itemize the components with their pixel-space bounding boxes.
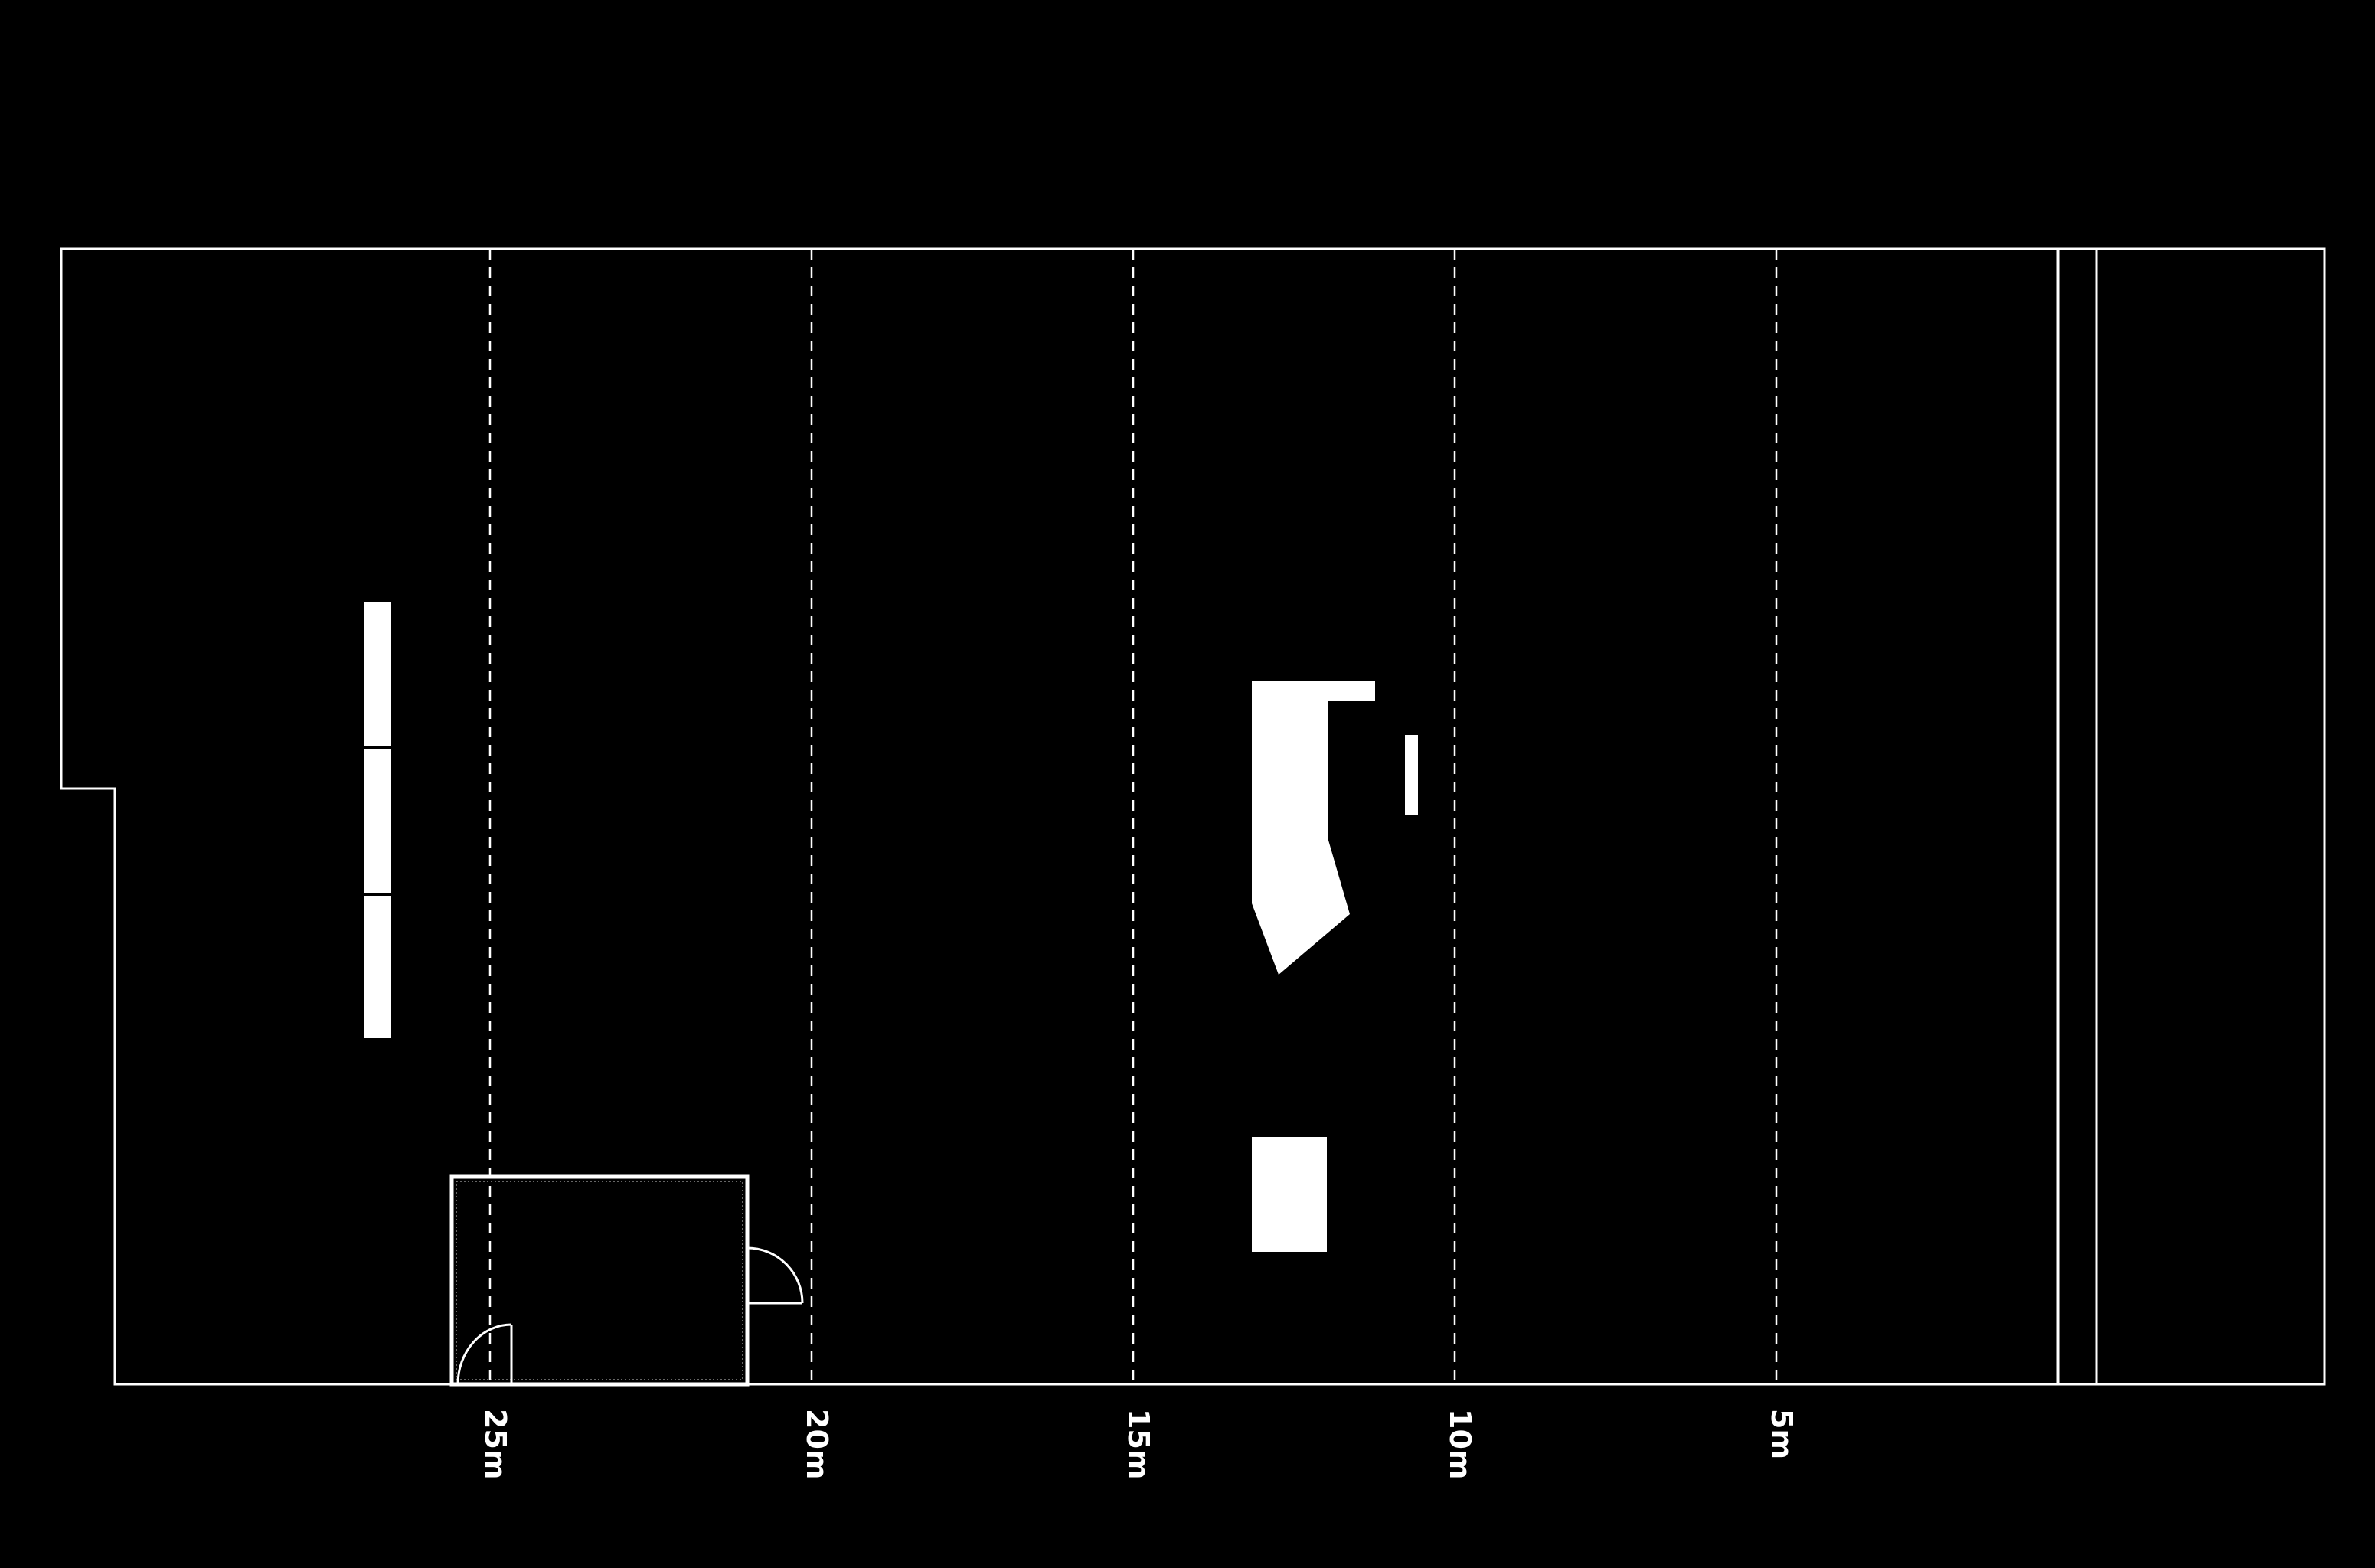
- distance-label-20m: 20m: [800, 1409, 834, 1479]
- distance-labels: 25m 20m 15m 10m 5m: [479, 1409, 1798, 1479]
- counter-desk: [1252, 681, 1375, 975]
- storage-block: [1252, 1137, 1327, 1252]
- small-room: [449, 1174, 750, 1387]
- counter-post: [1405, 735, 1418, 815]
- distance-label-5m: 5m: [1765, 1409, 1798, 1459]
- distance-label-15m: 15m: [1122, 1409, 1155, 1479]
- room-outline: [60, 247, 2326, 1386]
- distance-lines: [488, 249, 1778, 1384]
- door-swing-bottom: [456, 1323, 513, 1385]
- door-swing-right: [746, 1246, 804, 1305]
- distance-label-25m: 25m: [479, 1409, 512, 1479]
- rack-unit: [364, 602, 391, 1038]
- small-room-inner: [456, 1181, 743, 1380]
- distance-label-10m: 10m: [1443, 1409, 1477, 1479]
- rack-segment: [364, 602, 391, 746]
- rack-segment: [364, 749, 391, 893]
- rack-segment: [364, 896, 391, 1038]
